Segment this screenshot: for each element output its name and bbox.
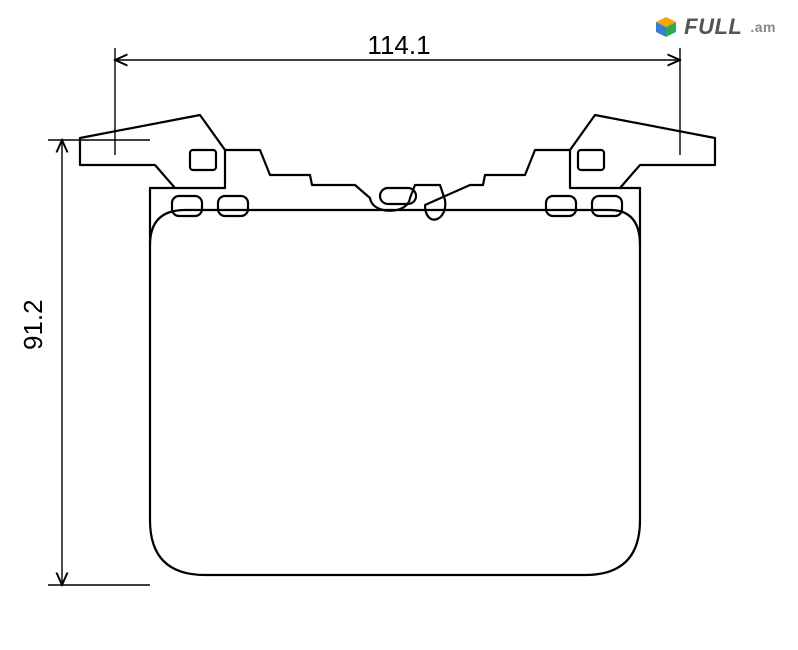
part-outline (80, 115, 715, 575)
diagram-canvas: FULL .am 114.1 91.2 (0, 0, 798, 650)
part-drawing (0, 0, 798, 650)
